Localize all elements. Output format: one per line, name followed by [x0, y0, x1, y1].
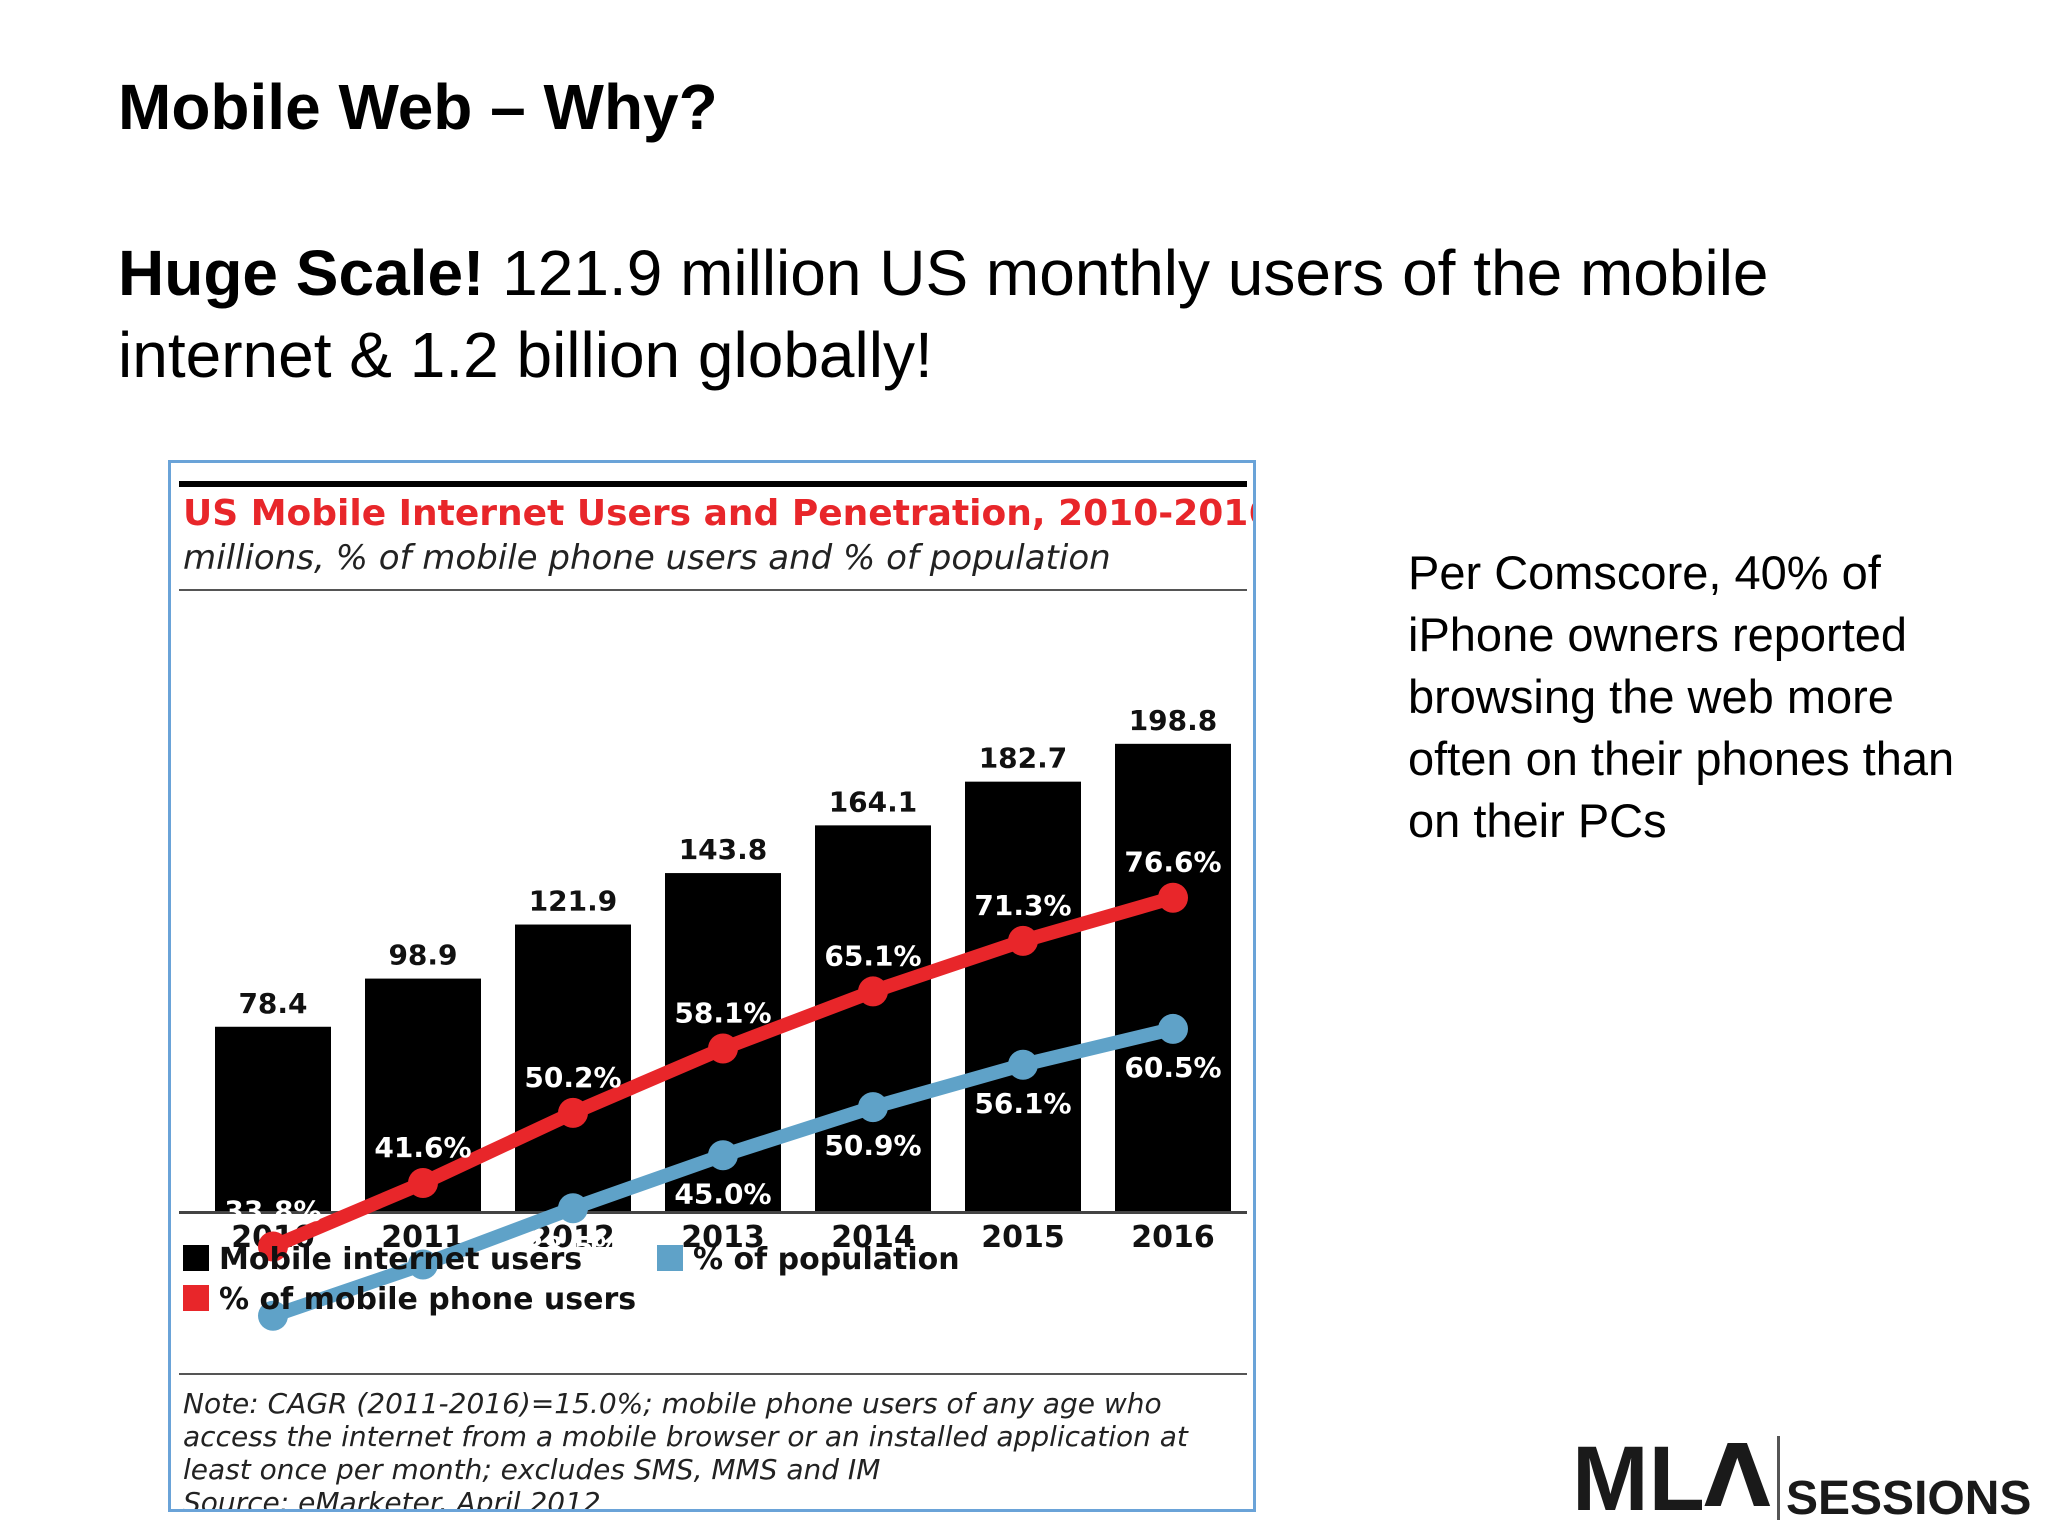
comscore-note: Per Comscore, 40% of iPhone owners repor… [1408, 546, 1955, 847]
mobile-phone-users-point-2011 [408, 1167, 438, 1198]
chart-top-rule [179, 481, 1247, 487]
mobile-phone-users-label-2012: 50.2% [524, 1061, 621, 1094]
slide-headline: Huge Scale! 121.9 million US monthly use… [118, 232, 1778, 396]
bar-2010 [215, 1026, 331, 1211]
bar-2015 [965, 781, 1081, 1211]
mla-sessions-logo: ML Λ SESSIONS [1572, 1428, 2031, 1528]
mobile-phone-users-label-2014: 65.1% [824, 939, 921, 972]
mobile-phone-users-label-2013: 58.1% [674, 996, 771, 1029]
category-label-2016: 2016 [1131, 1220, 1215, 1255]
category-label-2014: 2014 [831, 1220, 915, 1255]
logo-mark-lambda: Λ [1704, 1428, 1771, 1527]
legend-label-1: % of population [693, 1242, 960, 1277]
bar-value-label-2010: 78.4 [238, 987, 307, 1020]
bar-2012 [515, 924, 631, 1211]
population-point-2012 [558, 1193, 588, 1224]
mobile-phone-users-label-2016: 76.6% [1124, 846, 1221, 879]
mobile-phone-users-point-2012 [558, 1097, 588, 1128]
mobile-phone-users-point-2010 [258, 1231, 288, 1262]
headline-emphasis: Huge Scale! [118, 237, 485, 309]
bar-value-label-2013: 143.8 [679, 833, 768, 866]
chart-note-line-1: access the internet from a mobile browse… [183, 1420, 1189, 1453]
bar-value-label-2015: 182.7 [979, 742, 1068, 775]
category-label-2015: 2015 [981, 1220, 1065, 1255]
population-point-2010 [258, 1300, 288, 1331]
population-label-2016: 60.5% [1124, 1051, 1221, 1084]
legend-swatch-1 [657, 1245, 683, 1271]
legend-swatch-0 [183, 1245, 209, 1271]
population-label-2013: 45.0% [674, 1177, 771, 1210]
population-label-2011: 31.6% [374, 1286, 471, 1319]
bar-2014 [815, 825, 931, 1211]
chart-note-line-3: Source: eMarketer, April 2012 [183, 1486, 601, 1509]
chart-note-line-2: least once per month; excludes SMS, MMS … [183, 1453, 880, 1486]
slide-title: Mobile Web – Why? [118, 71, 718, 143]
logo-word: SESSIONS [1786, 1472, 2031, 1525]
chart-baseline [179, 1211, 1247, 1214]
chart-footer-rule [179, 1373, 1247, 1375]
population-label-2014: 50.9% [824, 1129, 921, 1162]
category-label-2013: 2013 [681, 1220, 765, 1255]
bar-value-label-2016: 198.8 [1129, 704, 1218, 737]
mobile-phone-users-point-2013 [708, 1033, 738, 1064]
chart-subtitle: millions, % of mobile phone users and % … [183, 538, 1111, 578]
bar-2016 [1115, 743, 1231, 1211]
logo-mark: ML [1572, 1428, 1705, 1528]
population-label-2012: 38.5% [524, 1230, 621, 1263]
mobile-phone-users-label-2011: 41.6% [374, 1131, 471, 1164]
population-label-2015: 56.1% [974, 1087, 1071, 1120]
mobile-phone-users-label-2010: 33.8% [224, 1195, 321, 1228]
legend-label-0: Mobile internet users [219, 1242, 582, 1277]
legend-label-2: % of mobile phone users [219, 1282, 636, 1317]
headline-text: 121.9 million US monthly users of the mo… [118, 237, 1769, 391]
population-point-2011 [408, 1249, 438, 1280]
mobile-users-chart: US Mobile Internet Users and Penetration… [179, 481, 1253, 1509]
population-point-2013 [708, 1140, 738, 1171]
mobile-phone-users-point-2016 [1158, 882, 1188, 913]
chart-note-line-0: Note: CAGR (2011-2016)=15.0%; mobile pho… [183, 1387, 1162, 1420]
population-point-2014 [858, 1092, 888, 1123]
population-point-2016 [1158, 1013, 1188, 1044]
mobile-phone-users-point-2015 [1008, 925, 1038, 956]
legend-swatch-2 [183, 1285, 209, 1311]
population-point-2015 [1008, 1049, 1038, 1080]
mobile-phone-users-label-2015: 71.3% [974, 889, 1071, 922]
logo-divider [1777, 1436, 1780, 1520]
chart-header-rule [179, 589, 1247, 591]
chart-title: US Mobile Internet Users and Penetration… [183, 493, 1253, 534]
mobile-phone-users-point-2014 [858, 976, 888, 1007]
bar-value-label-2011: 98.9 [388, 939, 457, 972]
bar-value-label-2014: 164.1 [829, 785, 918, 818]
bar-value-label-2012: 121.9 [529, 885, 618, 918]
chart-frame: US Mobile Internet Users and Penetration… [168, 460, 1256, 1512]
population-label-2010: 25.3% [224, 1338, 321, 1371]
